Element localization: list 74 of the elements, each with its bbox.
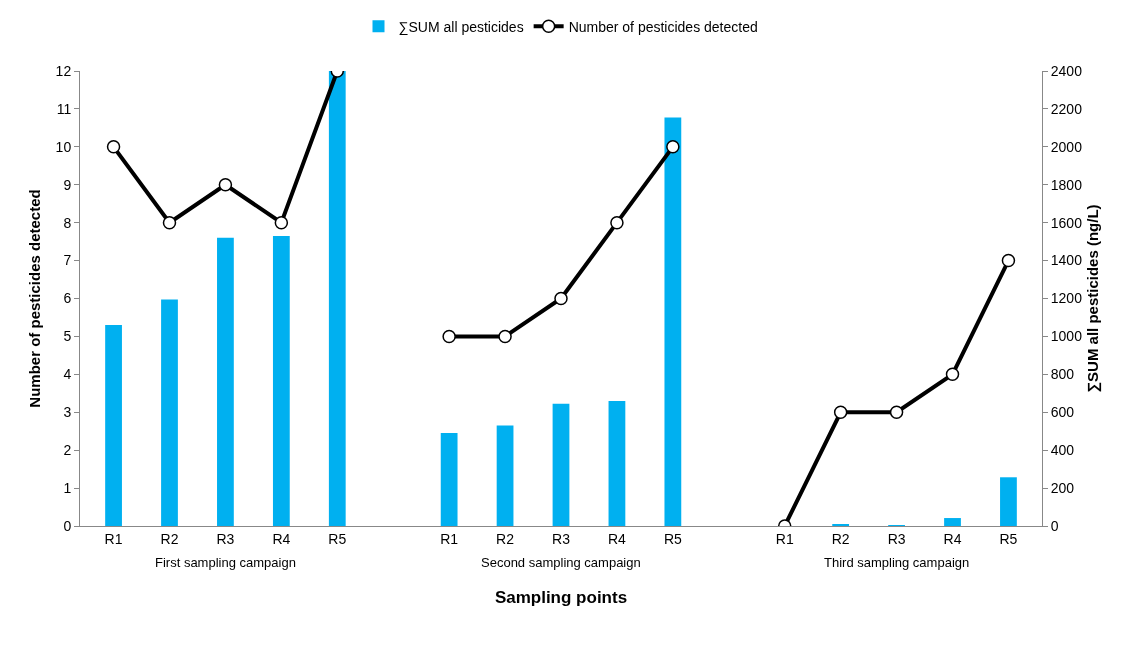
bar — [272, 235, 290, 526]
point — [666, 140, 680, 154]
y2-tick-label: 2000 — [1050, 138, 1083, 155]
bar — [1000, 477, 1017, 526]
y2-axis-title: ∑SUM all pesticides (ng/L) — [1084, 204, 1103, 393]
y-tick-label: 7 — [63, 252, 72, 269]
text: First sampling campaign — [155, 555, 296, 570]
y-axis-title: Number of pesticides detected — [26, 189, 43, 408]
y-tick-label: 12 — [55, 62, 72, 79]
y2-tick-label: 1600 — [1050, 214, 1083, 231]
x-tick-label: R5 — [999, 530, 1018, 547]
x-tick-label: R2 — [831, 530, 850, 547]
y-tick-label: 0 — [63, 517, 72, 534]
bar — [664, 117, 682, 526]
y2-tick-label: 1200 — [1050, 290, 1083, 307]
point — [442, 329, 456, 344]
y2-tick-label: 200 — [1050, 479, 1075, 496]
x-axis-title: Sampling points — [494, 588, 628, 608]
point — [1001, 253, 1016, 268]
y2-tick-label: 2200 — [1050, 100, 1083, 117]
text: Second sampling campaign — [481, 555, 641, 570]
y-tick-label: 4 — [63, 366, 72, 383]
x-tick-label: R5 — [328, 530, 347, 547]
y2-tick-label: 400 — [1050, 442, 1075, 459]
x-tick-label: R2 — [160, 530, 179, 547]
y-tick-label: 1 — [63, 479, 72, 496]
point — [106, 140, 121, 154]
y2-tick-label: 600 — [1050, 404, 1075, 421]
x-tick-label: R1 — [775, 530, 794, 547]
text: Third sampling campaign — [824, 555, 970, 570]
y-tick-label: 10 — [55, 138, 72, 155]
bar — [944, 518, 961, 526]
y2-tick-label: 2400 — [1050, 62, 1083, 79]
y-tick-label: 5 — [63, 328, 72, 345]
x-tick-label: R2 — [496, 530, 515, 547]
x-tick-label: R3 — [887, 530, 906, 547]
y-tick-label: 11 — [56, 100, 72, 117]
point — [218, 178, 233, 192]
x-tick-label: R5 — [663, 530, 683, 547]
y-tick-label: 8 — [63, 214, 72, 231]
y2-tick-label: 1000 — [1050, 328, 1083, 345]
bar — [552, 403, 570, 526]
bar — [328, 71, 346, 526]
bar — [440, 433, 458, 526]
x-tick-label: R4 — [272, 530, 291, 547]
x-tick-label: R3 — [552, 530, 571, 547]
point — [889, 405, 904, 419]
x-tick-label: R1 — [440, 530, 459, 547]
bar — [496, 425, 514, 526]
point — [162, 215, 177, 230]
bar — [608, 400, 626, 526]
point — [945, 367, 960, 382]
y2-tick-label: 800 — [1050, 366, 1075, 383]
point — [274, 215, 289, 230]
bar — [105, 325, 122, 526]
x-tick-label: R4 — [607, 530, 627, 547]
point — [554, 291, 568, 306]
y-tick-label: 3 — [63, 404, 72, 421]
y2-tick-label: 0 — [1050, 517, 1059, 534]
legend-label: Number of pesticides detected — [568, 18, 758, 35]
y-tick-label: 9 — [63, 176, 72, 193]
y-tick-label: 6 — [63, 290, 72, 307]
point — [610, 215, 624, 230]
y2-tick-label: 1800 — [1050, 176, 1083, 193]
legend-label: ∑SUM all pesticides — [398, 18, 524, 35]
y2-tick-label: 1400 — [1050, 252, 1083, 269]
y-tick-label: 2 — [63, 442, 72, 459]
x-tick-label: R1 — [104, 530, 123, 547]
point — [498, 329, 512, 344]
bar — [217, 237, 234, 526]
point — [833, 405, 848, 419]
x-tick-label: R4 — [943, 530, 962, 547]
bar — [161, 299, 178, 526]
x-tick-label: R3 — [216, 530, 235, 547]
